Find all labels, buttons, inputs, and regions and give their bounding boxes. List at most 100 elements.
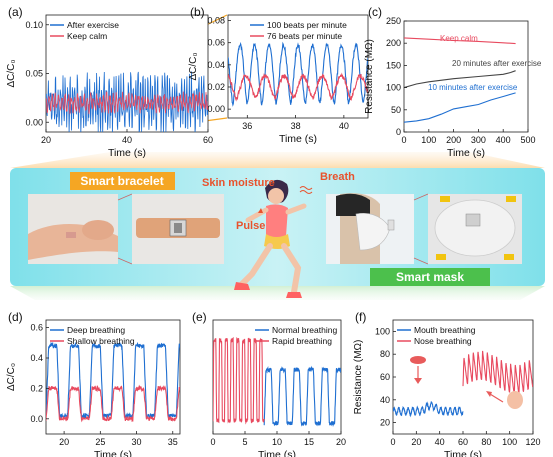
mask-photo	[326, 193, 414, 264]
series-line-2	[46, 384, 180, 423]
y-axis-label: Resistance (MΩ)	[353, 340, 364, 415]
series-line-2	[228, 72, 368, 102]
x-tick-label: 100	[421, 135, 436, 145]
y-axis-label: Resistance (MΩ)	[364, 39, 375, 114]
x-axis-label: Time (s)	[258, 449, 296, 457]
legend-entry: Rapid breathing	[272, 336, 332, 346]
smart-bracelet-label: Smart bracelet	[80, 174, 163, 188]
legend-entry: 100 beats per minute	[267, 20, 347, 30]
nose-arrow	[489, 393, 504, 403]
fan-top	[10, 152, 545, 168]
illustration-band: Smart bracelet Smart mask	[10, 152, 545, 300]
x-tick-label: 10	[272, 437, 282, 447]
mouth-arrow-head	[414, 378, 422, 384]
x-tick-label: 20	[411, 437, 421, 447]
x-tick-label: 0	[390, 437, 395, 447]
chart-panel-4: 20 25 30 35 0.0 0.2 0.4 0.6 Time (s) ΔC/C₀ (d) Deep…	[6, 310, 181, 457]
y-tick-label: 0.08	[207, 16, 225, 26]
x-tick-label: 40	[122, 135, 132, 145]
x-tick-label: 40	[435, 437, 445, 447]
chart-panel-1: 20 40 60 0.00 0.05 0.10 Time (s) ΔC/C₀ (a) After …	[6, 5, 213, 159]
y-tick-label: 20	[380, 418, 390, 428]
x-tick-label: 500	[520, 135, 535, 145]
x-tick-label: 30	[132, 437, 142, 447]
y-tick-label: 50	[391, 105, 401, 115]
y-tick-label: 0.4	[30, 353, 43, 363]
series-line-2	[462, 350, 533, 394]
x-tick-label: 25	[95, 437, 105, 447]
y-axis-label: ΔC/C₀	[188, 52, 199, 80]
breath-wave-icon	[299, 186, 313, 194]
series-line-1	[263, 365, 341, 428]
x-tick-label: 80	[481, 437, 491, 447]
chart-panel-2: 36 38 40 0.00 0.02 0.04 0.06 0.08 Time (s) ΔC/C₀ (…	[188, 5, 369, 145]
runner-illustration	[234, 179, 307, 298]
y-tick-label: 0.6	[30, 323, 43, 333]
x-tick-label: 200	[446, 135, 461, 145]
y-tick-label: 0.0	[30, 414, 43, 424]
x-tick-label: 400	[496, 135, 511, 145]
x-tick-label: 20	[59, 437, 69, 447]
series-line-1	[393, 401, 464, 418]
legend-entry: Deep breathing	[67, 325, 125, 335]
chart-panel-5: 0 5 10 15 20 Time (s) (e) Normal breathingRapid…	[192, 310, 346, 457]
breath-label: Breath	[320, 171, 355, 183]
y-axis-label: ΔC/C₀	[6, 363, 17, 391]
x-tick-label: 15	[304, 437, 314, 447]
series-line-3	[404, 92, 516, 123]
x-axis-label: Time (s)	[447, 147, 485, 159]
x-tick-label: 60	[203, 135, 213, 145]
panel-label: (d)	[8, 310, 23, 324]
panel-label: (b)	[190, 5, 205, 19]
series-line-1	[46, 71, 208, 132]
y-tick-label: 0.05	[25, 69, 43, 79]
legend-entry: Shallow breathing	[67, 336, 135, 346]
y-tick-label: 0	[396, 127, 401, 137]
legend-entry: Keep calm	[67, 31, 107, 41]
y-tick-label: 100	[375, 326, 390, 336]
series-line-1	[404, 37, 516, 45]
bracelet-strip-photo	[132, 194, 224, 264]
x-tick-label: 38	[291, 121, 301, 131]
x-tick-label: 20	[336, 437, 346, 447]
chart-panel-3: 0 100 200 300 400 500 0 50 100 150 200 250 Time (s) R…	[364, 5, 542, 159]
nose-arrow-head	[486, 391, 492, 397]
series-line-1	[46, 341, 180, 420]
panel-label: (c)	[368, 5, 382, 19]
y-tick-label: 60	[380, 372, 390, 382]
y-tick-label: 0.10	[25, 20, 43, 30]
pulse-label: Pulse	[236, 220, 265, 232]
y-axis-label: ΔC/C₀	[6, 59, 17, 87]
x-tick-label: 100	[502, 437, 517, 447]
nose-icon	[507, 391, 523, 409]
series-annotation: 20 minutes after exercise	[452, 59, 542, 68]
x-tick-label: 120	[525, 437, 540, 447]
series-line-1	[228, 41, 368, 107]
y-tick-label: 250	[386, 16, 401, 26]
x-axis-label: Time (s)	[444, 449, 482, 457]
pulse-marker-icon	[258, 208, 263, 213]
x-tick-label: 60	[458, 437, 468, 447]
y-tick-label: 100	[386, 83, 401, 93]
x-axis-label: Time (s)	[279, 133, 317, 145]
x-tick-label: 0	[210, 437, 215, 447]
x-tick-label: 300	[471, 135, 486, 145]
x-tick-label: 40	[339, 121, 349, 131]
y-tick-label: 200	[386, 38, 401, 48]
x-tick-label: 20	[41, 135, 51, 145]
smart-bracelet-tag	[70, 172, 175, 190]
skin-moisture-label: Skin moisture	[202, 177, 275, 189]
y-tick-label: 150	[386, 60, 401, 70]
series-line-2	[404, 70, 516, 89]
y-tick-label: 0.00	[25, 117, 43, 127]
mouth-icon	[410, 356, 426, 364]
series-line-2	[213, 336, 265, 425]
y-tick-label: 0.00	[207, 104, 225, 114]
smart-mask-label: Smart mask	[396, 270, 464, 284]
wrist-photo	[28, 194, 118, 264]
panel-label: (e)	[192, 310, 207, 324]
panel-label: (a)	[8, 5, 23, 19]
series-annotation: 10 minutes after exercise	[428, 83, 518, 92]
y-tick-label: 80	[380, 349, 390, 359]
